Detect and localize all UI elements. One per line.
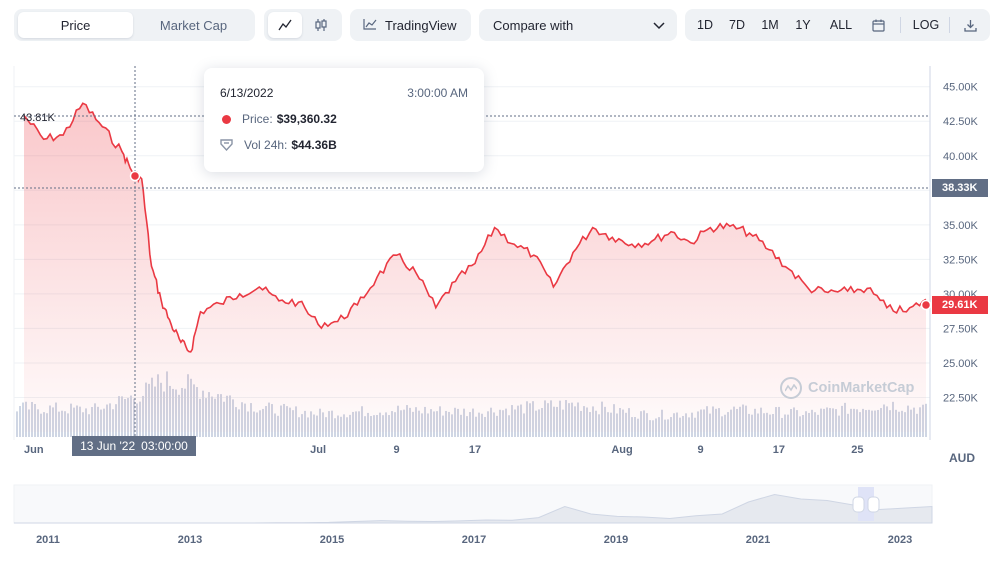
- x-tick-label: Jun: [24, 444, 44, 456]
- hover-point: [129, 170, 141, 182]
- x-tick-label: 9: [394, 444, 400, 456]
- line-chart-icon[interactable]: [268, 12, 302, 38]
- volume-bar: [19, 406, 21, 437]
- calendar-icon[interactable]: [863, 12, 893, 38]
- overview-selection[interactable]: [858, 487, 874, 521]
- x-tick-label: Aug: [611, 444, 632, 456]
- price-line: [23, 102, 927, 353]
- overview-area: [14, 493, 933, 524]
- y-tick-label: 42.50K: [943, 116, 979, 128]
- x-tick-label: 17: [773, 444, 785, 456]
- range-1y[interactable]: 1Y: [795, 18, 811, 32]
- tooltip-date: 6/13/2022: [220, 86, 274, 100]
- tab-price[interactable]: Price: [18, 12, 133, 38]
- overview-tick-label: 2013: [178, 534, 202, 546]
- x-tick-label: 9: [697, 444, 703, 456]
- overview-tick-label: 2017: [462, 534, 486, 546]
- chevron-down-icon: [653, 18, 665, 33]
- crosshair-date-label: 13 Jun '22 03:00:00: [72, 436, 196, 456]
- overview-tick-label: 2015: [320, 534, 344, 546]
- high-price-label: 43.81K: [20, 112, 56, 124]
- compare-label: Compare with: [493, 17, 574, 33]
- tooltip-price-value: $39,360.32: [276, 112, 337, 126]
- overview-handle-left[interactable]: [852, 496, 865, 513]
- y-tick-label: 40.00K: [943, 151, 979, 163]
- coinmarketcap-logo-icon: [780, 377, 802, 399]
- x-tick-label: 25: [851, 444, 863, 456]
- price-dot-icon: [222, 114, 231, 124]
- x-tick-label: 17: [469, 444, 481, 456]
- current-price-point: [920, 299, 932, 311]
- range-divider: [900, 17, 901, 33]
- y-tick-label: 32.50K: [943, 254, 979, 266]
- overview-tick-label: 2023: [888, 534, 912, 546]
- crosshair-time: 03:00:00: [141, 439, 188, 453]
- x-axis: Jun Jul 9 17 Aug 9 17 25: [24, 444, 863, 456]
- price-area: [24, 103, 926, 433]
- currency-label: AUD: [949, 451, 975, 465]
- y-tick-label: 22.50K: [943, 392, 979, 404]
- range-1d[interactable]: 1D: [697, 18, 713, 32]
- range-1m[interactable]: 1M: [761, 18, 779, 32]
- tooltip-volume-value: $44.36B: [291, 138, 337, 152]
- tooltip-time: 3:00:00 AM: [407, 86, 468, 100]
- tooltip-volume-label: Vol 24h:: [244, 138, 288, 152]
- watermark-text: CoinMarketCap: [808, 380, 915, 396]
- candlestick-icon[interactable]: [304, 12, 338, 38]
- y-tick-label: 27.50K: [943, 323, 979, 335]
- overview-tick-label: 2019: [604, 534, 628, 546]
- download-icon[interactable]: [955, 12, 985, 38]
- tradingview-button[interactable]: TradingView: [350, 9, 471, 41]
- range-7d[interactable]: 7D: [729, 18, 745, 32]
- y-tick-label: 25.00K: [943, 358, 979, 370]
- compare-dropdown[interactable]: Compare with: [479, 9, 677, 41]
- y-tick-label: 45.00K: [943, 82, 979, 94]
- y-axis: 22.50K25.00K27.50K30.00K32.50K35.00K37.5…: [943, 82, 979, 405]
- chart-toolbar: Price Market Cap TradingView Compare wit…: [14, 9, 990, 41]
- price-tooltip: 6/13/2022 3:00:00 AM Price: $39,360.32 V…: [204, 68, 484, 172]
- volume-shield-icon: [220, 139, 233, 151]
- tooltip-price-label: Price:: [242, 112, 273, 126]
- view-toggle: Price Market Cap: [14, 9, 255, 41]
- coinmarketcap-watermark: CoinMarketCap: [780, 377, 914, 399]
- volume-bar: [16, 411, 18, 437]
- overview-tick-label: 2021: [746, 534, 770, 546]
- tab-market-cap[interactable]: Market Cap: [159, 17, 228, 33]
- x-tick-label: Jul: [310, 444, 326, 456]
- range-divider: [949, 17, 950, 33]
- overview-handle-right[interactable]: [867, 496, 880, 513]
- overview-tick-label: 2011: [36, 534, 60, 546]
- log-toggle[interactable]: LOG: [912, 18, 940, 32]
- current-price-label: 29.61K: [932, 296, 988, 314]
- tradingview-label: TradingView: [385, 17, 457, 33]
- range-all[interactable]: ALL: [829, 18, 853, 32]
- crosshair-price-label: 38.33K: [932, 179, 988, 197]
- crosshair-date: 13 Jun '22: [80, 439, 136, 453]
- y-tick-label: 35.00K: [943, 220, 979, 232]
- time-range-selector: 1D 7D 1M 1Y ALL LOG: [685, 9, 990, 41]
- overview-x-axis: 2011 2013 2015 2017 2019 2021 2023: [36, 534, 912, 546]
- chart-style-toggle: [264, 9, 342, 41]
- tradingview-icon: [363, 18, 377, 33]
- volume-bar: [22, 402, 24, 437]
